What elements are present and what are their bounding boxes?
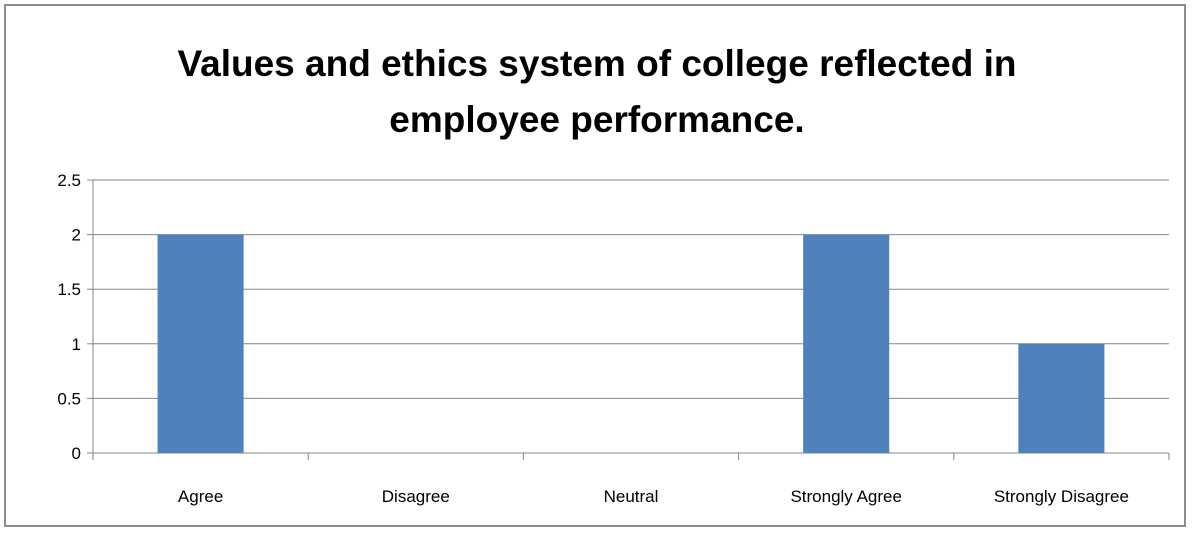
x-tick-labels: Agree Disagree Neutral Strongly Agree Strong…: [178, 487, 1129, 506]
chart-title-line-1: Values and ethics system of college refl…: [177, 43, 1017, 84]
x-tick-label: Disagree: [382, 487, 450, 506]
chart-title-line-2: employee performance.: [389, 99, 805, 140]
y-tick-label: 1.5: [57, 280, 81, 299]
x-tick-label: Strongly Agree: [790, 487, 902, 506]
bar-strongly-disagree: [1018, 343, 1105, 453]
bar-strongly-agree: [803, 234, 890, 453]
gridlines: [93, 179, 1169, 399]
y-tick-label: 2.5: [57, 171, 81, 190]
x-tick-label: Strongly Disagree: [994, 487, 1129, 506]
bars: [157, 234, 1105, 453]
y-tick-labels: 0 0.5 1 1.5 2 2.5: [57, 171, 81, 463]
y-tick-label: 2: [72, 226, 81, 245]
chart-title: Values and ethics system of college refl…: [6, 36, 1188, 148]
y-tick-label: 0: [72, 444, 81, 463]
y-tick-label: 1: [72, 335, 81, 354]
axes: [87, 179, 1170, 460]
x-tick-label: Agree: [178, 487, 223, 506]
x-tick-label: Neutral: [604, 487, 659, 506]
y-tick-label: 0.5: [57, 389, 81, 408]
bar-agree: [157, 234, 244, 453]
